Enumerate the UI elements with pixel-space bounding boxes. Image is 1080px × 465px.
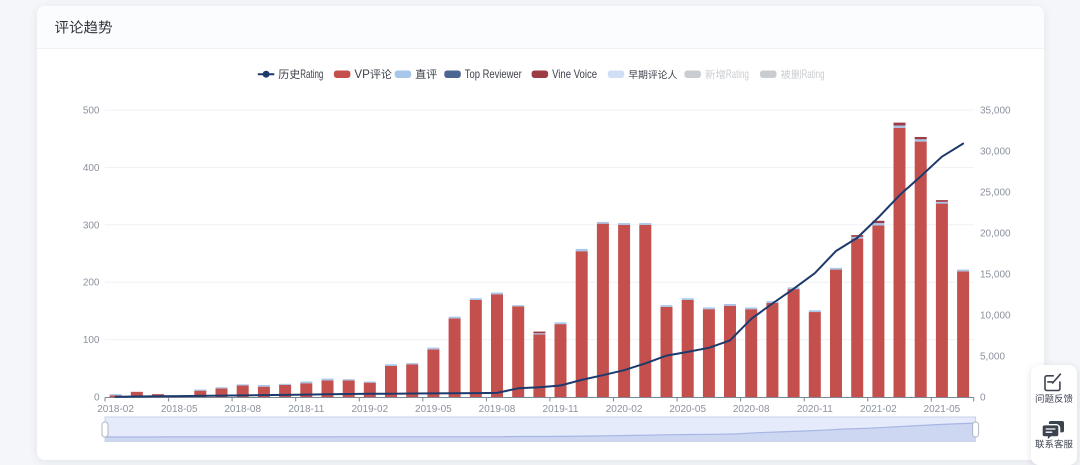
svg-text:2018-02: 2018-02 xyxy=(97,404,134,415)
svg-text:2020-02: 2020-02 xyxy=(606,404,643,415)
svg-text:2020-11: 2020-11 xyxy=(797,404,833,415)
svg-text:2020-08: 2020-08 xyxy=(733,404,770,415)
svg-text:VP: VP xyxy=(354,67,370,81)
svg-text:200: 200 xyxy=(83,278,100,289)
svg-text:2021-05: 2021-05 xyxy=(924,404,961,415)
svg-text:20,000: 20,000 xyxy=(980,229,1011,240)
svg-text:25,000: 25,000 xyxy=(980,188,1011,199)
svg-text:Vine Voice: Vine Voice xyxy=(552,67,597,81)
svg-text:2019-05: 2019-05 xyxy=(415,404,452,415)
svg-text:100: 100 xyxy=(83,335,100,346)
svg-text:10,000: 10,000 xyxy=(980,311,1011,322)
svg-text:0: 0 xyxy=(980,393,986,404)
svg-text:500: 500 xyxy=(83,106,100,117)
svg-text:0: 0 xyxy=(94,393,100,404)
svg-text:Rating: Rating xyxy=(300,67,323,81)
svg-text:Top Reviewer: Top Reviewer xyxy=(465,67,522,81)
svg-text:2018-05: 2018-05 xyxy=(161,404,198,415)
svg-text:300: 300 xyxy=(83,220,100,231)
svg-text:Rating: Rating xyxy=(802,67,825,81)
svg-text:2021-02: 2021-02 xyxy=(860,404,897,415)
svg-text:400: 400 xyxy=(83,163,100,174)
svg-text:5,000: 5,000 xyxy=(980,352,1005,363)
svg-text:2018-08: 2018-08 xyxy=(224,404,261,415)
svg-text:Rating: Rating xyxy=(726,67,749,81)
svg-text:2019-11: 2019-11 xyxy=(543,404,579,415)
svg-text:35,000: 35,000 xyxy=(980,106,1011,117)
svg-text:2019-02: 2019-02 xyxy=(351,404,388,415)
svg-text:15,000: 15,000 xyxy=(980,270,1011,281)
svg-text:2020-05: 2020-05 xyxy=(669,404,706,415)
svg-text:2018-11: 2018-11 xyxy=(288,404,324,415)
svg-text:30,000: 30,000 xyxy=(980,147,1011,158)
svg-text:2019-08: 2019-08 xyxy=(479,404,516,415)
